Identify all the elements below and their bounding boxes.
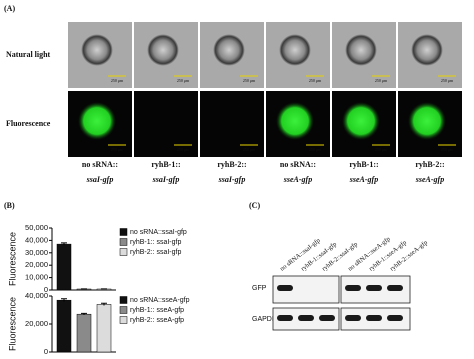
micrograph <box>134 91 198 157</box>
panel-label: (C) <box>249 201 260 210</box>
band <box>366 285 382 291</box>
blot <box>272 275 340 304</box>
legend-label: ryhB-2:: sseA-gfp <box>130 317 184 324</box>
colony <box>279 34 311 66</box>
fluorescent-colony <box>78 102 116 140</box>
colony <box>345 34 377 66</box>
error-bar <box>61 242 67 246</box>
column-label: ryhB-1:: <box>151 160 180 169</box>
band <box>277 285 293 291</box>
bar <box>76 313 92 353</box>
y-tick-label: 0 <box>44 285 48 294</box>
error-bar <box>61 298 67 302</box>
bar <box>56 243 72 291</box>
band <box>387 285 403 291</box>
legend-label: no sRNA::sseA-gfp <box>130 297 190 304</box>
y-tick-label: 50,000 <box>25 223 48 232</box>
legend-label: ryhB-2:: ssaI-gfp <box>130 249 181 256</box>
legend-label: ryhB-1:: ssaI-gfp <box>130 239 181 246</box>
y-axis-label: Fluorescence <box>7 297 17 351</box>
scale-bar-label: 250 μm <box>309 147 322 152</box>
fluorescent-colony <box>408 102 446 140</box>
row-label: GAPDH <box>252 316 277 323</box>
error-bar <box>81 312 87 316</box>
column-label: ryhB-2:: <box>415 160 444 169</box>
scale-bar-label: 250 μm <box>375 147 388 152</box>
bar <box>56 299 72 353</box>
column-label: ssaI-gfp <box>86 175 114 184</box>
y-tick-label: 30,000 <box>25 248 48 257</box>
scale-bar-label: 250 μm <box>441 78 454 83</box>
column-label: ssaI-gfp <box>218 175 246 184</box>
legend-swatch <box>119 238 128 246</box>
colony <box>81 34 113 66</box>
scale-bar-label: 250 μm <box>375 78 388 83</box>
y-tick-label: 20,000 <box>25 319 48 328</box>
scale-bar-label: 250 μm <box>111 78 124 83</box>
band <box>366 315 382 321</box>
fluorescent-colony <box>276 102 314 140</box>
y-tick-label: 20,000 <box>25 260 48 269</box>
column-label: sseA-gfp <box>415 175 444 184</box>
column-label: ryhB-2:: <box>217 160 246 169</box>
column-label: no sRNA:: <box>82 160 118 169</box>
scale-bar-label: 250 μm <box>111 147 124 152</box>
bar <box>96 304 112 353</box>
row-label: Fluorescence <box>6 119 51 128</box>
panel-label: (A) <box>4 4 15 13</box>
fluorescent-colony <box>342 102 380 140</box>
scale-bar-label: 250 μm <box>243 78 256 83</box>
colony <box>411 34 443 66</box>
band <box>277 315 293 321</box>
legend-swatch <box>119 306 128 314</box>
y-tick-label: 10,000 <box>25 273 48 282</box>
error-bar <box>101 302 107 306</box>
column-label: sseA-gfp <box>349 175 378 184</box>
row-label: Natural light <box>6 50 51 59</box>
column-label: ssaI-gfp <box>152 175 180 184</box>
scale-bar-label: 250 μm <box>177 78 190 83</box>
scale-bar-label: 250 μm <box>243 147 256 152</box>
colony <box>213 34 245 66</box>
scale-bar-label: 250 μm <box>177 147 190 152</box>
legend-swatch <box>119 296 128 304</box>
panel-label: (B) <box>4 201 15 210</box>
legend-swatch <box>119 316 128 324</box>
lane-label: ryhB-2::sseA-gfp <box>389 239 429 273</box>
column-label: sseA-gfp <box>283 175 312 184</box>
y-tick-label: 40,000 <box>25 291 48 300</box>
legend-swatch <box>119 248 128 256</box>
legend-swatch <box>119 228 128 236</box>
legend-label: ryhB-1:: sseA-gfp <box>130 307 184 314</box>
scale-bar-label: 250 μm <box>441 147 454 152</box>
y-tick-label: 0 <box>44 347 48 356</box>
band <box>387 315 403 321</box>
colony <box>147 34 179 66</box>
y-tick-label: 40,000 <box>25 235 48 244</box>
legend-label: no sRNA::ssaI-gfp <box>130 229 187 236</box>
y-axis-label: Fluorescence <box>7 232 17 286</box>
micrograph <box>200 91 264 157</box>
band <box>345 285 361 291</box>
band <box>345 315 361 321</box>
column-label: ryhB-1:: <box>349 160 378 169</box>
column-label: no sRNA:: <box>280 160 316 169</box>
band <box>298 315 314 321</box>
row-label: GFP <box>252 285 267 292</box>
scale-bar-label: 250 μm <box>309 78 322 83</box>
band <box>319 315 335 321</box>
